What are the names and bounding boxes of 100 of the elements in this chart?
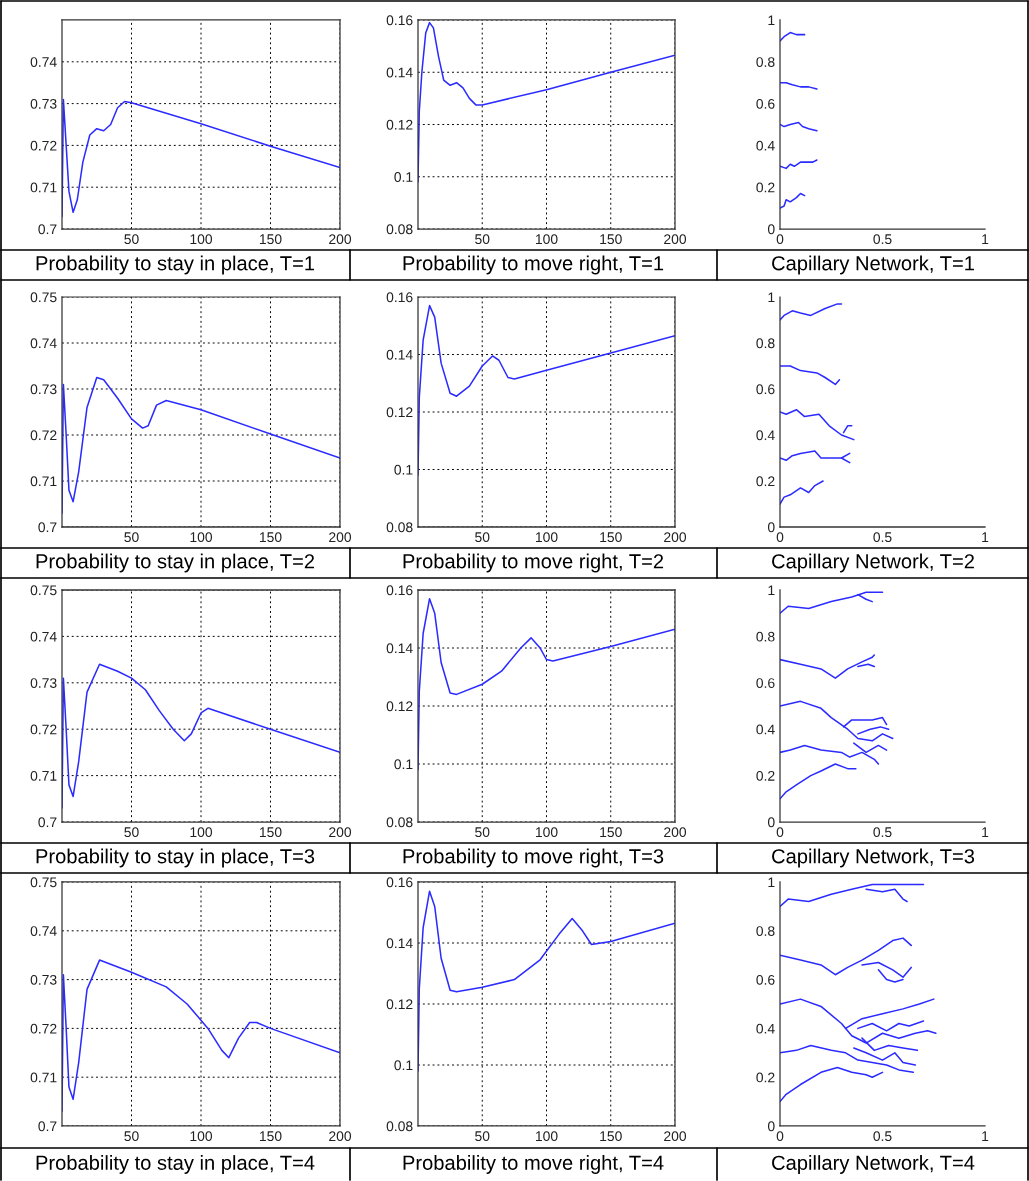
y-tick-label: 1 <box>768 15 775 26</box>
y-tick-label: 0.73 <box>30 384 57 395</box>
y-tick-label: 0.12 <box>386 999 413 1010</box>
x-tick-label: 1 <box>982 532 989 542</box>
y-tick-label: 0.14 <box>386 67 413 78</box>
y-tick-label: 0.08 <box>386 522 413 533</box>
x-axis-title: Probability to move right, T=3 <box>403 848 664 868</box>
x-tick-label: 200 <box>329 1131 352 1142</box>
x-tick-label: 50 <box>475 827 490 838</box>
x-axis-title: Capillary Network, T=3 <box>772 848 975 868</box>
y-tick-label: 0.12 <box>386 119 413 130</box>
y-tick-label: 0.71 <box>30 182 57 193</box>
x-tick-label: 200 <box>664 532 687 543</box>
y-tick-label: 0.1 <box>394 172 413 182</box>
x-tick-label: 100 <box>535 532 558 543</box>
x-axis-title: Probability to stay in place, T=2 <box>36 553 315 573</box>
x-tick-label: 150 <box>600 532 622 543</box>
y-tick-label: 0.71 <box>30 476 57 487</box>
y-tick-label: 0.7 <box>38 522 57 533</box>
y-tick-label: 0 <box>767 817 775 828</box>
y-tick-label: 0.08 <box>386 817 413 828</box>
y-tick-label: 0.74 <box>30 631 57 642</box>
x-tick-label: 150 <box>259 827 282 838</box>
y-tick-label: 0.72 <box>30 724 57 735</box>
x-axis-title: Probability to stay in place, T=4 <box>36 1155 315 1174</box>
y-tick-label: 0.8 <box>756 631 775 642</box>
y-tick-label: 0.1 <box>394 1060 413 1071</box>
y-tick-label: 0.7 <box>38 224 57 235</box>
y-tick-label: 0.6 <box>756 678 775 688</box>
y-tick-label: 0.14 <box>386 938 413 949</box>
x-tick-label: 200 <box>329 234 352 245</box>
x-tick-label: 1 <box>982 1131 989 1141</box>
x-tick-label: 0 <box>776 827 784 838</box>
x-axis-title: Probability to stay in place, T=3 <box>36 848 315 868</box>
x-axis-title: Capillary Network, T=2 <box>772 553 974 573</box>
y-tick-label: 0.16 <box>386 15 413 26</box>
y-tick-label: 0.73 <box>30 678 57 688</box>
x-tick-label: 200 <box>664 1131 687 1142</box>
y-tick-label: 1 <box>768 292 775 303</box>
x-axis-title: Probability to move right, T=4 <box>403 1155 664 1174</box>
y-tick-label: 0.6 <box>756 974 775 985</box>
y-tick-label: 0.4 <box>756 724 775 735</box>
y-tick-label: 0.6 <box>756 98 775 109</box>
x-axis-title: Capillary Network, T=4 <box>772 1155 975 1174</box>
y-tick-label: 0 <box>767 224 775 235</box>
y-tick-label: 0.73 <box>30 98 57 109</box>
y-tick-label: 0.74 <box>30 57 57 67</box>
x-tick-label: 150 <box>600 234 622 245</box>
y-tick-label: 0.8 <box>756 926 775 936</box>
y-tick-label: 0.74 <box>30 926 57 936</box>
x-tick-label: 0 <box>776 532 784 543</box>
y-tick-label: 0.72 <box>30 140 57 151</box>
x-tick-label: 50 <box>124 1131 139 1142</box>
x-tick-label: 100 <box>190 234 213 245</box>
y-tick-label: 0.16 <box>386 585 413 596</box>
y-tick-label: 1 <box>768 877 775 888</box>
y-tick-label: 0.12 <box>386 701 413 712</box>
y-tick-label: 0.75 <box>30 877 57 888</box>
y-tick-label: 0.8 <box>756 338 775 349</box>
x-tick-label: 100 <box>190 532 213 543</box>
x-tick-label: 100 <box>190 827 213 838</box>
x-tick-label: 200 <box>329 827 352 838</box>
x-tick-label: 150 <box>259 234 282 245</box>
x-tick-label: 0.5 <box>873 1131 892 1142</box>
x-axis-title: Probability to stay in place, T=1 <box>36 255 315 275</box>
y-tick-label: 0 <box>767 1121 775 1132</box>
x-tick-label: 0.5 <box>873 532 892 543</box>
y-tick-label: 0.7 <box>38 817 57 828</box>
y-tick-label: 0.2 <box>756 182 775 193</box>
x-tick-label: 1 <box>982 827 989 837</box>
y-tick-label: 0.1 <box>394 759 413 770</box>
x-tick-label: 200 <box>664 827 687 838</box>
x-tick-label: 200 <box>329 532 352 543</box>
y-tick-label: 0.4 <box>756 1023 775 1034</box>
y-tick-label: 0.12 <box>386 407 413 418</box>
y-tick-label: 0.14 <box>386 349 413 360</box>
y-tick-label: 0.75 <box>30 585 57 596</box>
x-tick-label: 50 <box>124 234 139 245</box>
x-tick-label: 100 <box>535 234 558 245</box>
y-tick-label: 1 <box>768 585 775 596</box>
y-tick-label: 0.08 <box>386 224 413 235</box>
x-tick-label: 50 <box>475 1131 490 1142</box>
y-tick-label: 0.4 <box>756 140 775 151</box>
x-tick-label: 0 <box>776 1131 784 1142</box>
x-axis-title: Capillary Network, T=1 <box>772 255 974 275</box>
y-tick-label: 0.7 <box>38 1121 57 1132</box>
x-tick-label: 50 <box>475 234 490 245</box>
x-tick-label: 1 <box>982 234 989 244</box>
x-tick-label: 150 <box>600 827 622 838</box>
y-tick-label: 0.4 <box>756 430 775 441</box>
x-tick-label: 200 <box>664 234 687 245</box>
y-tick-label: 0.71 <box>30 1072 57 1083</box>
y-tick-label: 0.8 <box>756 57 775 67</box>
x-tick-label: 0.5 <box>873 827 892 838</box>
x-tick-label: 100 <box>535 1131 558 1142</box>
x-tick-label: 100 <box>535 827 558 838</box>
y-tick-label: 0.2 <box>756 476 775 487</box>
y-tick-label: 0.72 <box>30 430 57 441</box>
y-tick-label: 0.14 <box>386 643 413 654</box>
x-tick-label: 50 <box>475 532 490 543</box>
